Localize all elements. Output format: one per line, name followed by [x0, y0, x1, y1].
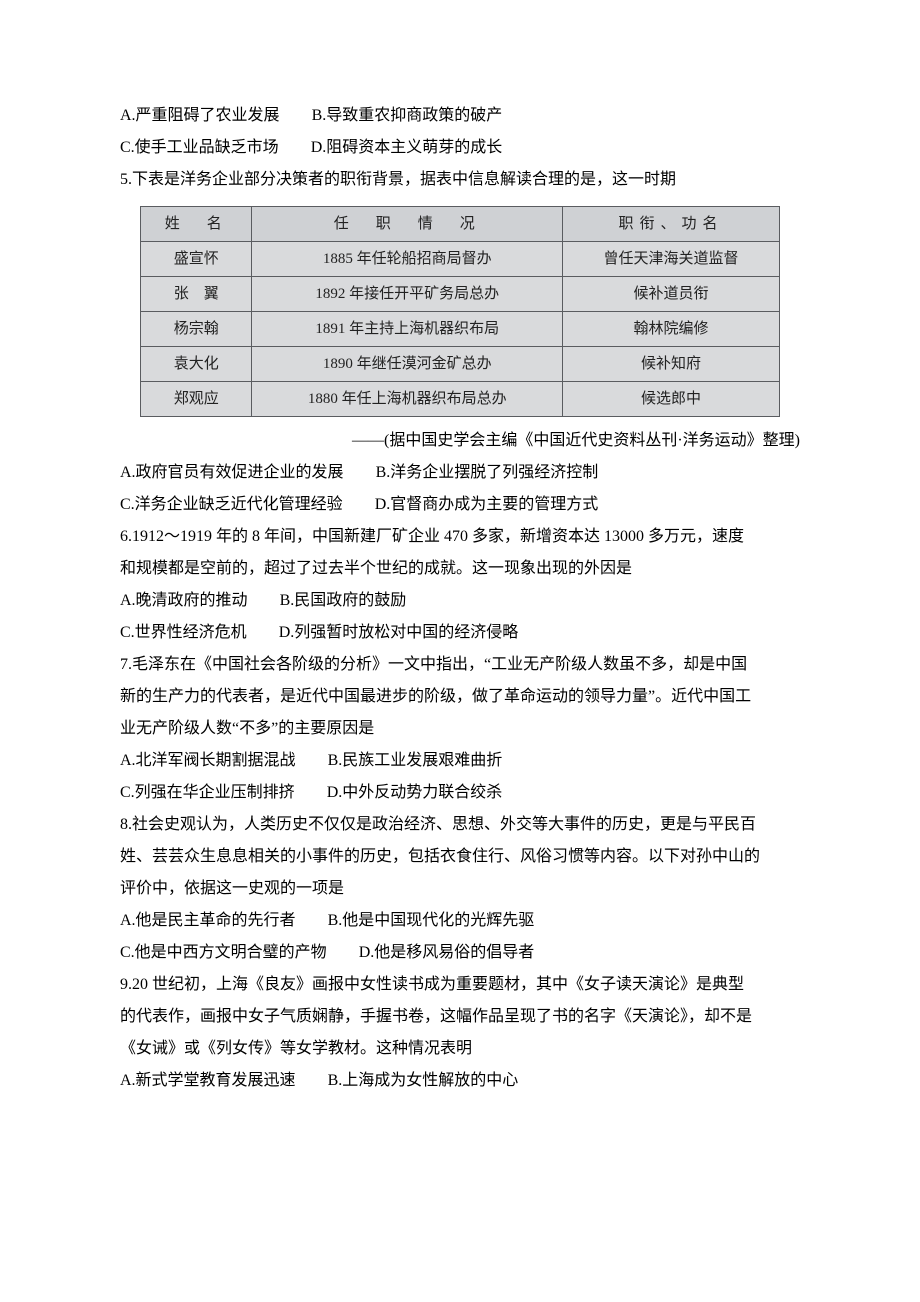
- q6-stem-line2: 和规模都是空前的，超过了过去半个世纪的成就。这一现象出现的外因是: [120, 553, 800, 585]
- q9-opt-b: B.上海成为女性解放的中心: [328, 1065, 519, 1097]
- q5-opt-d: D.官督商办成为主要的管理方式: [375, 489, 599, 521]
- q5-stem: 5.下表是洋务企业部分决策者的职衔背景，据表中信息解读合理的是，这一时期: [120, 164, 800, 196]
- q7-options-row1: A.北洋军阀长期割据混战 B.民族工业发展艰难曲折: [120, 745, 800, 777]
- cell-post: 1890 年继任漠河金矿总办: [252, 347, 563, 382]
- cell-post: 1885 年任轮船招商局督办: [252, 242, 563, 277]
- cell-post: 1880 年任上海机器织布局总办: [252, 382, 563, 417]
- cell-name: 郑观应: [141, 382, 252, 417]
- q4-options-row2: C.使手工业品缺乏市场 D.阻碍资本主义萌芽的成长: [120, 132, 800, 164]
- q8-opt-d: D.他是移风易俗的倡导者: [359, 937, 535, 969]
- q4-opt-d: D.阻碍资本主义萌芽的成长: [311, 132, 503, 164]
- cell-title: 翰林院编修: [562, 312, 779, 347]
- q5-options-row1: A.政府官员有效促进企业的发展 B.洋务企业摆脱了列强经济控制: [120, 457, 800, 489]
- q9-stem-line1: 9.20 世纪初，上海《良友》画报中女性读书成为重要题材，其中《女子读天演论》是…: [120, 969, 800, 1001]
- q8-opt-c: C.他是中西方文明合璧的产物: [120, 937, 327, 969]
- q5-source: ——(据中国史学会主编《中国近代史资料丛刊·洋务运动》整理): [120, 425, 800, 457]
- q4-options-row1: A.严重阻碍了农业发展 B.导致重农抑商政策的破产: [120, 100, 800, 132]
- cell-title: 曾任天津海关道监督: [562, 242, 779, 277]
- q5-opt-c: C.洋务企业缺乏近代化管理经验: [120, 489, 343, 521]
- q4-opt-c: C.使手工业品缺乏市场: [120, 132, 279, 164]
- th-name: 姓 名: [141, 207, 252, 242]
- table-row: 张 翼 1892 年接任开平矿务局总办 候补道员衔: [141, 277, 780, 312]
- q6-opt-a: A.晚清政府的推动: [120, 585, 248, 617]
- q7-opt-d: D.中外反动势力联合绞杀: [327, 777, 503, 809]
- table-row: 袁大化 1890 年继任漠河金矿总办 候补知府: [141, 347, 780, 382]
- q7-opt-c: C.列强在华企业压制排挤: [120, 777, 295, 809]
- q5-opt-a: A.政府官员有效促进企业的发展: [120, 457, 344, 489]
- q8-stem-line1: 8.社会史观认为，人类历史不仅仅是政治经济、思想、外交等大事件的历史，更是与平民…: [120, 809, 800, 841]
- q7-stem-line2: 新的生产力的代表者，是近代中国最进步的阶级，做了革命运动的领导力量”。近代中国工: [120, 681, 800, 713]
- q8-options-row1: A.他是民主革命的先行者 B.他是中国现代化的光辉先驱: [120, 905, 800, 937]
- q7-stem-line3: 业无产阶级人数“不多”的主要原因是: [120, 713, 800, 745]
- q4-opt-b: B.导致重农抑商政策的破产: [312, 100, 503, 132]
- q9-stem-line3: 《女诫》或《列女传》等女学教材。这种情况表明: [120, 1033, 800, 1065]
- table-row: 杨宗翰 1891 年主持上海机器织布局 翰林院编修: [141, 312, 780, 347]
- cell-title: 候补知府: [562, 347, 779, 382]
- q6-opt-b: B.民国政府的鼓励: [280, 585, 407, 617]
- cell-name: 杨宗翰: [141, 312, 252, 347]
- q7-opt-b: B.民族工业发展艰难曲折: [328, 745, 503, 777]
- cell-post: 1891 年主持上海机器织布局: [252, 312, 563, 347]
- q4-opt-a: A.严重阻碍了农业发展: [120, 100, 280, 132]
- cell-post: 1892 年接任开平矿务局总办: [252, 277, 563, 312]
- q8-opt-b: B.他是中国现代化的光辉先驱: [328, 905, 535, 937]
- q6-options-row1: A.晚清政府的推动 B.民国政府的鼓励: [120, 585, 800, 617]
- q8-options-row2: C.他是中西方文明合璧的产物 D.他是移风易俗的倡导者: [120, 937, 800, 969]
- q6-opt-d: D.列强暂时放松对中国的经济侵略: [279, 617, 519, 649]
- q6-stem-line1: 6.1912～1919 年的 8 年间，中国新建厂矿企业 470 多家，新增资本…: [120, 521, 800, 553]
- cell-name: 袁大化: [141, 347, 252, 382]
- q8-opt-a: A.他是民主革命的先行者: [120, 905, 296, 937]
- cell-name: 盛宣怀: [141, 242, 252, 277]
- exam-page: A.严重阻碍了农业发展 B.导致重农抑商政策的破产 C.使手工业品缺乏市场 D.…: [0, 0, 920, 1157]
- q9-opt-a: A.新式学堂教育发展迅速: [120, 1065, 296, 1097]
- table-row: 盛宣怀 1885 年任轮船招商局督办 曾任天津海关道监督: [141, 242, 780, 277]
- q9-stem-line2: 的代表作，画报中女子气质娴静，手握书卷，这幅作品呈现了书的名字《天演论》，却不是: [120, 1001, 800, 1033]
- q7-options-row2: C.列强在华企业压制排挤 D.中外反动势力联合绞杀: [120, 777, 800, 809]
- table-row: 郑观应 1880 年任上海机器织布局总办 候选郎中: [141, 382, 780, 417]
- th-post: 任 职 情 况: [252, 207, 563, 242]
- q5-table: 姓 名 任 职 情 况 职衔、功名 盛宣怀 1885 年任轮船招商局督办 曾任天…: [140, 206, 780, 417]
- q7-opt-a: A.北洋军阀长期割据混战: [120, 745, 296, 777]
- q7-stem-line1: 7.毛泽东在《中国社会各阶级的分析》一文中指出，“工业无产阶级人数虽不多，却是中…: [120, 649, 800, 681]
- q8-stem-line2: 姓、芸芸众生息息相关的小事件的历史，包括衣食住行、风俗习惯等内容。以下对孙中山的: [120, 841, 800, 873]
- th-title: 职衔、功名: [562, 207, 779, 242]
- q5-options-row2: C.洋务企业缺乏近代化管理经验 D.官督商办成为主要的管理方式: [120, 489, 800, 521]
- table-header-row: 姓 名 任 职 情 况 职衔、功名: [141, 207, 780, 242]
- q5-table-wrap: 姓 名 任 职 情 况 职衔、功名 盛宣怀 1885 年任轮船招商局督办 曾任天…: [120, 206, 800, 417]
- q9-options-row1: A.新式学堂教育发展迅速 B.上海成为女性解放的中心: [120, 1065, 800, 1097]
- q5-opt-b: B.洋务企业摆脱了列强经济控制: [376, 457, 599, 489]
- q6-options-row2: C.世界性经济危机 D.列强暂时放松对中国的经济侵略: [120, 617, 800, 649]
- q6-opt-c: C.世界性经济危机: [120, 617, 247, 649]
- cell-title: 候选郎中: [562, 382, 779, 417]
- cell-name: 张 翼: [141, 277, 252, 312]
- q8-stem-line3: 评价中，依据这一史观的一项是: [120, 873, 800, 905]
- cell-title: 候补道员衔: [562, 277, 779, 312]
